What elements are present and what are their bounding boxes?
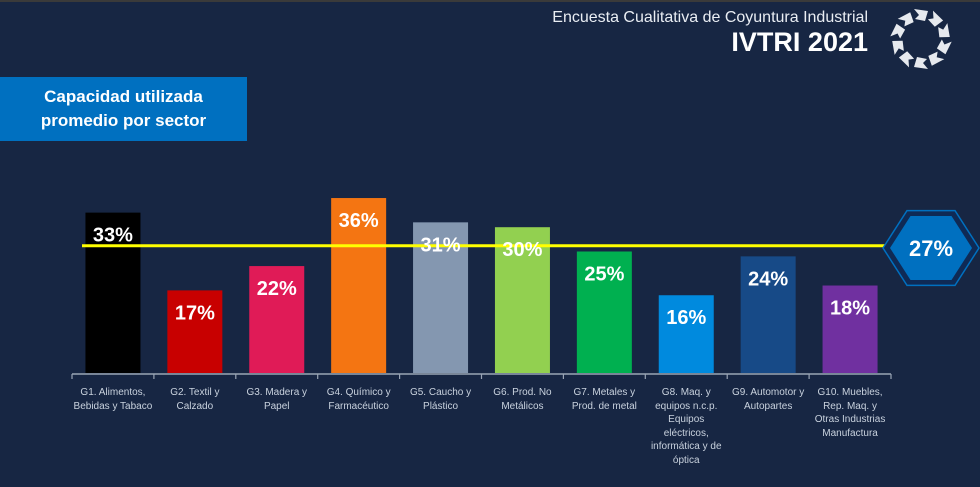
- category-label-line: Bebidas y Tabaco: [73, 400, 153, 412]
- category-label-line: Calzado: [176, 400, 214, 412]
- category-label-line: G7. Metales y: [573, 387, 636, 398]
- category-label-line: G2. Textil y: [170, 387, 220, 398]
- average-value-label: 27%: [909, 236, 953, 261]
- arrow-ring-logo-icon: [890, 9, 952, 69]
- category-label-line: óptica: [672, 454, 700, 466]
- bar-value-label: 33%: [93, 225, 133, 247]
- bar-value-label: 22%: [257, 278, 297, 300]
- logo-segment: [914, 57, 928, 69]
- category-label-line: Otras Industrias: [814, 414, 886, 425]
- category-label: G10. Muebles, Rep. Maq. y Otras Industrias…: [808, 386, 892, 440]
- category-label-line: Farmacéutico: [328, 400, 389, 412]
- logo-segment: [914, 9, 928, 21]
- bar: [167, 290, 223, 373]
- category-label-line: G1. Alimentos,: [80, 387, 146, 398]
- logo-segment: [898, 51, 915, 68]
- category-label-line: G8. Maq. y: [661, 387, 711, 398]
- category-label-line: Metálicos: [501, 400, 544, 412]
- category-label-line: informática y de: [650, 441, 722, 452]
- category-label-line: G3. Madera y: [246, 387, 308, 398]
- category-label-line: G9. Automotor y: [732, 387, 805, 398]
- bar: [249, 266, 305, 373]
- window-top-bar: [0, 0, 980, 2]
- logo-segment: [938, 23, 950, 38]
- bar: [658, 295, 714, 373]
- header-title: IVTRI 2021: [731, 27, 868, 57]
- bar-value-label: 36%: [339, 210, 379, 232]
- bar: [331, 198, 387, 373]
- category-label-line: eléctricos,: [663, 427, 709, 439]
- category-label: G8. Maq. y equipos n.c.p. Equipos eléctrico…: [644, 386, 728, 467]
- bar-value-label: 17%: [175, 302, 215, 324]
- category-label-line: G6. Prod. No: [493, 387, 552, 398]
- bar-value-label: 31%: [421, 234, 461, 256]
- category-label: G5. Caucho y Plástico: [399, 386, 483, 413]
- bar: [576, 251, 632, 373]
- category-label: G3. Madera y Papel: [235, 386, 319, 413]
- bar: [822, 285, 878, 373]
- category-label-line: G10. Muebles,: [817, 387, 883, 398]
- bar-value-label: 30%: [502, 239, 542, 261]
- bar-value-label: 16%: [666, 307, 706, 329]
- category-label-line: equipos n.c.p.: [655, 400, 718, 412]
- category-label-line: G5. Caucho y: [409, 387, 472, 398]
- bar: [494, 227, 550, 373]
- logo-segment: [897, 12, 914, 27]
- category-label-line: Equipos: [668, 414, 705, 425]
- category-label: G7. Metales y Prod. de metal: [562, 386, 646, 413]
- bar: [740, 256, 796, 373]
- category-label-line: G4. Químico y: [326, 387, 391, 398]
- chart-title-line2: promedio por sector: [40, 111, 207, 130]
- average-badge: [890, 216, 972, 280]
- bar-value-label: 25%: [584, 264, 624, 286]
- bar-value-label: 24%: [748, 268, 788, 290]
- bar: [85, 212, 141, 373]
- category-label: G1. Alimentos, Bebidas y Tabaco: [71, 386, 155, 413]
- category-label: G9. Automotor y Autopartes: [726, 386, 810, 413]
- header-subtitle: Encuesta Cualitativa de Coyuntura Indust…: [552, 9, 868, 26]
- category-label-line: Manufactura: [822, 427, 878, 439]
- logo-segment: [890, 23, 906, 39]
- chart-title-box: Capacidad utilizada promedio por sector: [0, 77, 247, 141]
- logo-segment: [892, 40, 904, 55]
- logo-segment: [928, 51, 945, 66]
- logo-segment: [927, 10, 944, 27]
- category-label: G6. Prod. No Metálicos: [480, 386, 564, 413]
- category-label-line: Rep. Maq. y: [823, 400, 877, 412]
- bar-value-label: 18%: [830, 298, 870, 320]
- category-label: G2. Textil y Calzado: [153, 386, 237, 413]
- category-label-line: Papel: [263, 400, 290, 412]
- category-label-line: Plástico: [423, 400, 459, 412]
- category-label-line: Autopartes: [743, 400, 793, 412]
- bar: [413, 222, 469, 373]
- category-label-line: Prod. de metal: [571, 400, 637, 412]
- logo-segment: [936, 39, 952, 55]
- chart-title-line1: Capacidad utilizada: [44, 87, 203, 106]
- category-label: G4. Químico y Farmacéutico: [317, 386, 401, 413]
